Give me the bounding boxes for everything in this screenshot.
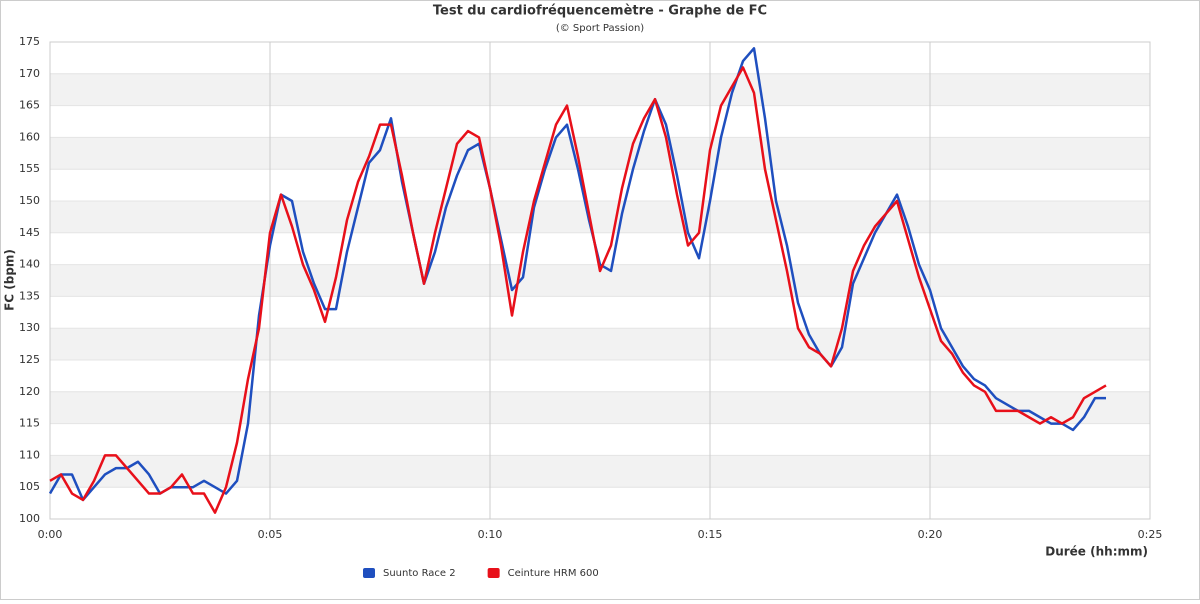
band — [50, 137, 1150, 170]
y-tick-label: 100 — [19, 512, 40, 525]
legend-swatch — [363, 568, 375, 578]
bands — [50, 73, 1150, 488]
plot-frame — [49, 41, 1151, 520]
x-tick-label: 0:00 — [38, 528, 63, 541]
x-axis-label: Durée (hh:mm) — [1045, 545, 1148, 559]
y-tick-label: 115 — [19, 417, 40, 430]
y-tick-label: 155 — [19, 162, 40, 175]
y-tick-label: 170 — [19, 67, 40, 80]
band — [50, 328, 1150, 360]
y-tick-label: 165 — [19, 99, 40, 112]
y-tick-label: 110 — [19, 448, 40, 461]
y-tick-label: 140 — [19, 258, 40, 271]
chart-title: Test du cardiofréquencemètre - Graphe de… — [433, 4, 767, 19]
band — [50, 455, 1150, 488]
x-tick-label: 0:05 — [258, 528, 283, 541]
y-tick-label: 120 — [19, 385, 40, 398]
legend-label: Suunto Race 2 — [383, 568, 456, 579]
x-tick-label: 0:25 — [1138, 528, 1163, 541]
x-tick-label: 0:15 — [698, 528, 723, 541]
y-tick-label: 130 — [19, 321, 40, 334]
band — [50, 391, 1150, 424]
band — [50, 201, 1150, 233]
y-tick-label: 135 — [19, 289, 40, 302]
y-tick-label: 160 — [19, 130, 40, 143]
band — [50, 73, 1150, 106]
series-line — [49, 66, 1107, 514]
chart-subtitle: (© Sport Passion) — [556, 23, 644, 34]
y-tick-label: 145 — [19, 226, 40, 239]
y-tick-label: 175 — [19, 35, 40, 48]
legend-swatch — [487, 568, 500, 578]
y-tick-label: 105 — [19, 480, 40, 493]
y-tick-label: 150 — [19, 194, 40, 207]
y-tick-label: 125 — [19, 353, 40, 366]
x-tick-label: 0:20 — [918, 528, 943, 541]
y-axis-label: FC (bpm) — [3, 249, 17, 311]
x-tick-label: 0:10 — [478, 528, 503, 541]
legend-label: Ceinture HRM 600 — [508, 568, 599, 579]
series-line — [48, 47, 1106, 502]
